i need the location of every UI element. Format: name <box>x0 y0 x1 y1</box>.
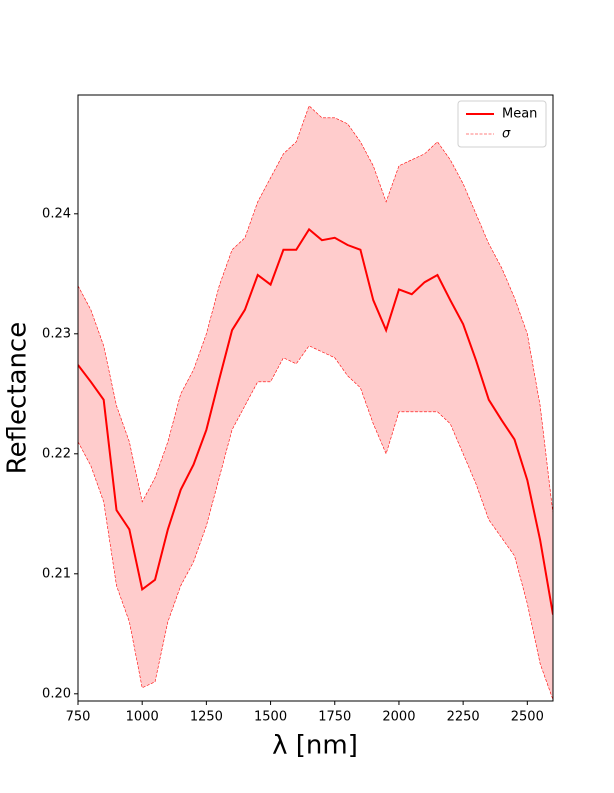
y-tick-label: 0.21 <box>42 566 71 581</box>
legend-label: σ <box>502 127 511 142</box>
x-axis-label: λ [nm] <box>272 731 358 761</box>
plot-frame <box>77 94 554 702</box>
y-axis-label: Reflectance <box>3 322 33 474</box>
y-tick-label: 0.23 <box>42 326 71 341</box>
x-tick-label: 2500 <box>511 710 544 725</box>
x-tick-label: 1500 <box>254 710 287 725</box>
y-tick-label: 0.24 <box>42 206 71 221</box>
plot <box>78 105 553 700</box>
y-tick-label: 0.20 <box>42 686 71 701</box>
legend-label: Mean <box>502 107 537 122</box>
legend-box <box>457 100 547 148</box>
x-tick-label: 2250 <box>447 710 480 725</box>
x-tick-label: 1000 <box>126 710 159 725</box>
x-tick-label: 750 <box>66 710 91 725</box>
y-tick-label: 0.22 <box>42 446 71 461</box>
x-tick-label: 1750 <box>318 710 351 725</box>
x-tick-label: 1250 <box>190 710 223 725</box>
x-tick-label: 2000 <box>382 710 415 725</box>
sigma-lower <box>78 345 553 700</box>
mean-line <box>78 227 553 615</box>
sigma-band-fill <box>78 105 553 700</box>
